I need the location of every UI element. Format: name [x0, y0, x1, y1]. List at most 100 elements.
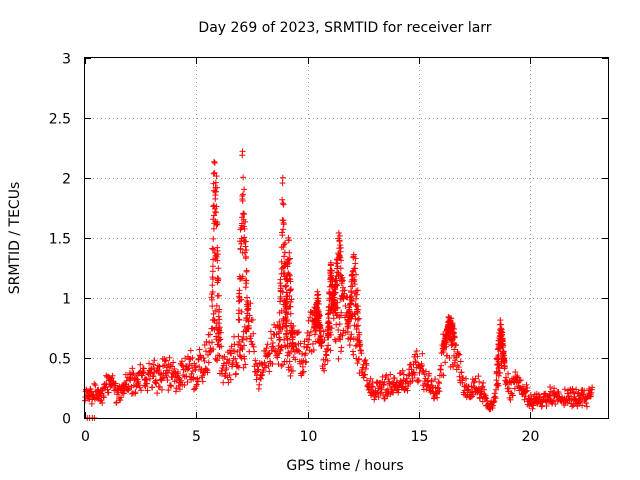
data-point [237, 245, 244, 252]
data-point [178, 358, 185, 365]
data-point [352, 301, 359, 308]
data-point [303, 358, 310, 365]
data-point [278, 307, 285, 314]
data-point [126, 375, 133, 382]
data-point [187, 347, 194, 354]
data-point [205, 359, 212, 366]
data-point [286, 249, 293, 256]
data-point [455, 352, 462, 359]
data-point [242, 284, 249, 291]
data-point [294, 329, 301, 336]
data-point [415, 377, 422, 384]
data-point [561, 386, 568, 393]
data-point [511, 385, 518, 392]
data-point [282, 240, 289, 247]
x-tick-label: 5 [192, 429, 201, 445]
data-point [334, 269, 341, 276]
x-tick-label: 15 [411, 429, 429, 445]
data-point [209, 263, 216, 270]
data-point [524, 384, 531, 391]
y-tick-label: 0 [62, 412, 71, 428]
data-point [100, 394, 107, 401]
data-point [328, 272, 335, 279]
data-point [295, 347, 302, 354]
data-point [306, 332, 313, 339]
data-point [266, 368, 273, 375]
data-point [471, 378, 478, 385]
data-point [209, 288, 216, 295]
data-point [576, 399, 583, 406]
data-point [416, 369, 423, 376]
data-point [337, 254, 344, 261]
data-point [426, 370, 433, 377]
data-point [325, 331, 332, 338]
data-point [250, 330, 257, 337]
data-point [227, 376, 234, 383]
data-point [501, 365, 508, 372]
data-point [247, 300, 254, 307]
data-point [163, 372, 170, 379]
data-point [286, 292, 293, 299]
data-point [302, 359, 309, 366]
data-point [175, 374, 182, 381]
data-point [214, 220, 221, 227]
data-point [283, 323, 290, 330]
data-point [410, 369, 417, 376]
data-point [241, 225, 248, 232]
data-point [399, 367, 406, 374]
data-point [362, 357, 369, 364]
data-point [321, 367, 328, 374]
data-point [286, 358, 293, 365]
data-point [435, 385, 442, 392]
data-point [299, 350, 306, 357]
data-point [214, 357, 221, 364]
data-point [523, 388, 530, 395]
data-point [338, 309, 345, 316]
data-point [440, 372, 447, 379]
data-point [305, 341, 312, 348]
data-point [118, 394, 125, 401]
data-point [210, 202, 217, 209]
data-point [210, 212, 217, 219]
data-point [356, 370, 363, 377]
data-point [492, 395, 499, 402]
data-point [193, 381, 200, 388]
data-point [325, 342, 332, 349]
data-point [383, 372, 390, 379]
data-point [351, 276, 358, 283]
data-point [516, 377, 523, 384]
data-point [438, 362, 445, 369]
data-point [499, 344, 506, 351]
data-point [411, 371, 418, 378]
data-point [135, 378, 142, 385]
data-point [107, 383, 114, 390]
data-point [419, 350, 426, 357]
data-point [242, 238, 249, 245]
data-point [288, 286, 295, 293]
data-point [337, 336, 344, 343]
data-point [166, 367, 173, 374]
data-point [241, 342, 248, 349]
data-point [165, 387, 172, 394]
data-point [181, 382, 188, 389]
data-point [368, 383, 375, 390]
data-point [279, 196, 286, 203]
data-point [204, 351, 211, 358]
data-point [339, 277, 346, 284]
data-point [286, 255, 293, 262]
data-point [494, 362, 501, 369]
data-point [337, 248, 344, 255]
data-point [213, 221, 220, 228]
data-point [370, 383, 377, 390]
data-point [239, 152, 246, 159]
data-point [216, 324, 223, 331]
data-point [340, 295, 347, 302]
data-point [277, 276, 284, 283]
data-point [267, 328, 274, 335]
data-point [530, 402, 537, 409]
data-point [259, 371, 266, 378]
data-point [574, 403, 581, 410]
data-point [132, 389, 139, 396]
data-point [436, 380, 443, 387]
data-point [162, 357, 169, 364]
